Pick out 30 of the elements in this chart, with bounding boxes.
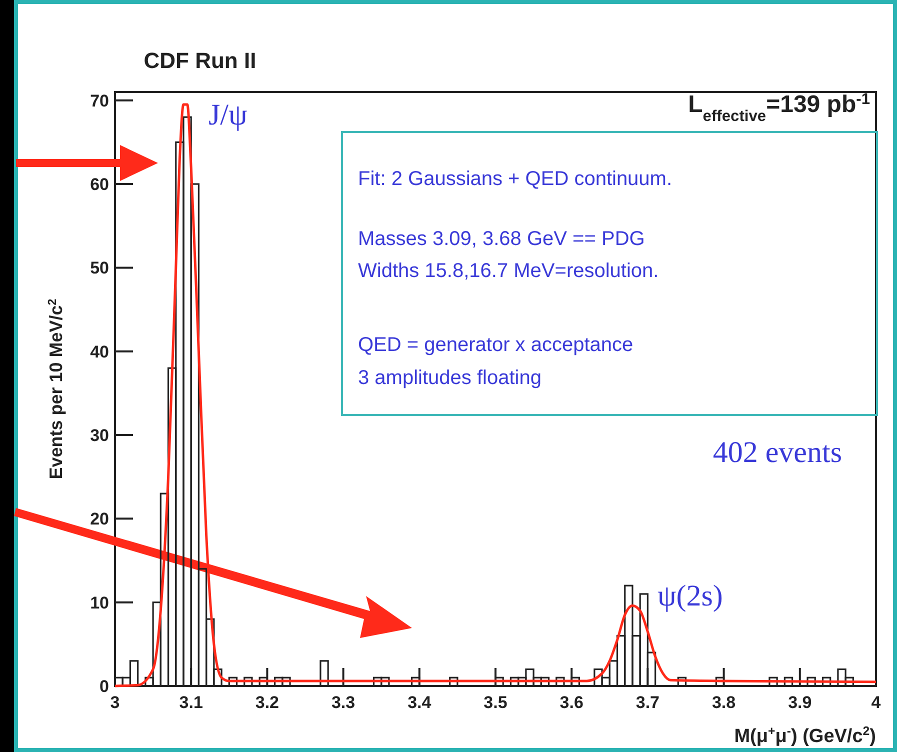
annotation: J/ψ [208,98,248,132]
chart-title: CDF Run II [144,48,256,73]
y-tick-label: 60 [90,175,109,194]
x-tick-label: 3.1 [179,693,203,712]
annotation: Fit: 2 Gaussians + QED continuum. [358,168,672,190]
annotation: Masses 3.09, 3.68 GeV == PDG [358,228,645,250]
x-tick-label: 3 [110,693,120,712]
annotation: QED = generator x acceptance [358,334,634,356]
y-tick-label: 10 [90,593,109,612]
annotation: 402 events [712,436,842,469]
x-tick-label: 3.6 [560,693,584,712]
y-tick-label: 30 [90,426,109,446]
annotation: L$_{effective}$=139 pb$^{-1}$ [688,90,870,124]
x-tick-label: 3.8 [712,693,736,712]
x-tick-label: 4 [871,693,882,712]
y-tick-label: 50 [90,258,109,278]
x-tick-label: 3.2 [255,693,280,712]
y-tick-label: 70 [90,91,109,110]
x-tick-label: 3.9 [788,693,812,712]
x-tick-label: 3.5 [484,693,508,712]
x-tick-label: 3.3 [331,693,356,712]
annotation: 3 amplitudes floating [358,367,542,389]
y-tick-label: 40 [90,342,109,362]
y-tick-label: 20 [90,510,109,529]
x-axis-title: M(μ$^{+}$μ$^{-}$) (GeV/c$^{2}$) [734,724,876,747]
annotation: Widths 15.8,16.7 MeV=resolution. [358,260,659,282]
x-tick-label: 3.7 [636,693,660,712]
x-tick-label: 3.4 [408,693,432,712]
annotation: ψ(2s) [657,580,723,613]
y-tick-label: 0 [100,677,109,696]
